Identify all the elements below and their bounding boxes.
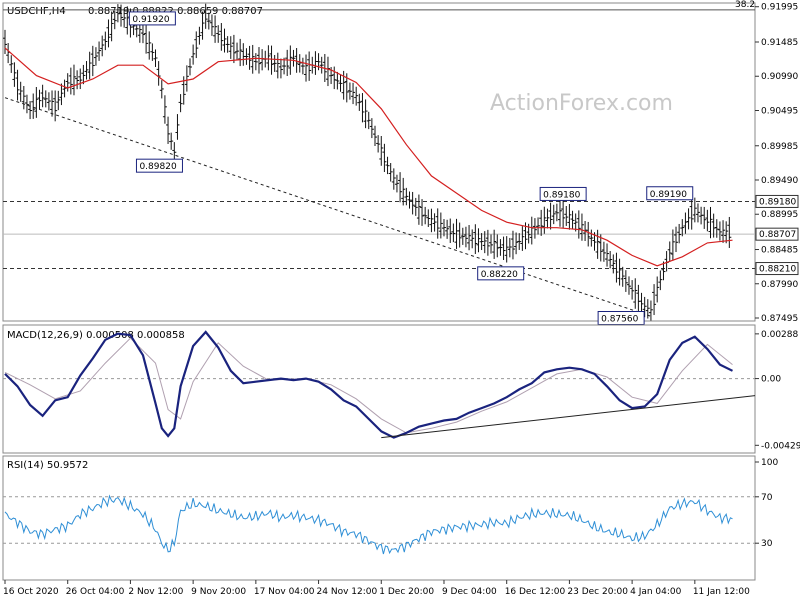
macd-series bbox=[3, 330, 756, 439]
price-annotation-label: 0.89180 bbox=[543, 190, 580, 200]
price-y-tick-label: 0.87990 bbox=[761, 280, 798, 290]
price-y-tick-label: 0.88485 bbox=[761, 246, 798, 256]
time-tick-label: 17 Nov 04:00 bbox=[254, 587, 315, 597]
price-y-tick-label: 0.89985 bbox=[761, 142, 798, 152]
price-annotation-label: 0.89820 bbox=[139, 162, 176, 172]
moving-average-line bbox=[4, 47, 733, 267]
price-panel: ActionForex.com USDCHF,H4 0.88719 0.8882… bbox=[2, 0, 799, 326]
watermark: ActionForex.com bbox=[490, 91, 673, 116]
price-y-tick-label: 0.88995 bbox=[761, 210, 798, 220]
time-tick-label: 26 Oct 04:00 bbox=[66, 587, 125, 597]
macd-y-tick-label: 0.00288 bbox=[761, 330, 798, 340]
time-tick-label: 16 Dec 12:00 bbox=[505, 587, 566, 597]
price-annotation-box bbox=[135, 158, 183, 173]
price-y-tick-label: 0.91995 bbox=[761, 3, 798, 13]
price-annotation-box bbox=[128, 11, 176, 26]
rsi-y-tick-label: 100 bbox=[761, 458, 778, 468]
time-axis: 16 Oct 2020 26 Oct 04:00 2 Nov 12:00 9 Nov … bbox=[3, 580, 750, 597]
level-price-tag bbox=[755, 194, 799, 208]
macd-title: MACD(12,26,9) 0.000508 0.000858 bbox=[7, 330, 185, 341]
level-price-tag-label: 0.88210 bbox=[759, 265, 796, 275]
level-price-tag-label: 0.89180 bbox=[759, 197, 796, 207]
time-tick-label: 11 Jan 12:00 bbox=[693, 587, 750, 597]
price-y-tick-label: 0.90495 bbox=[761, 106, 798, 116]
macd-signal-line bbox=[4, 337, 733, 434]
price-panel-frame bbox=[2, 2, 756, 322]
price-y-tick-label: 0.91485 bbox=[761, 38, 798, 48]
macd-panel: MACD(12,26,9) 0.000508 0.000858 0.002880… bbox=[2, 324, 800, 454]
price-annotation-label: 0.88220 bbox=[481, 270, 518, 280]
rsi-y-tick-label: 30 bbox=[761, 539, 773, 549]
time-tick-label: 16 Oct 2020 bbox=[3, 587, 59, 597]
macd-trendline bbox=[381, 395, 756, 439]
price-y-tick-label: 0.87495 bbox=[761, 314, 798, 324]
rsi-line bbox=[4, 494, 733, 555]
last-price-tag bbox=[755, 227, 799, 241]
price-annotation-box bbox=[477, 266, 525, 281]
fib-label: 38.2 bbox=[735, 0, 755, 10]
price-y-tick-label: 0.89490 bbox=[761, 176, 798, 186]
time-tick-label: 4 Jan 04:00 bbox=[630, 587, 682, 597]
price-annotation-box bbox=[646, 186, 694, 201]
time-tick-label: 2 Nov 12:00 bbox=[128, 587, 183, 597]
price-series bbox=[3, 3, 733, 321]
level-price-tag bbox=[755, 262, 799, 276]
price-annotation-label: 0.91920 bbox=[132, 15, 169, 25]
rsi-title: RSI(14) 50.9572 bbox=[7, 460, 88, 471]
price-chart-title: USDCHF,H4 bbox=[7, 6, 66, 17]
rsi-y-axis: 100 70 30 bbox=[755, 458, 778, 549]
price-annotations: 0.91920 0.89820 0.89180 0.88220 0.89190 0.875… bbox=[128, 11, 694, 326]
time-tick-label: 24 Nov 12:00 bbox=[317, 587, 378, 597]
rsi-panel: RSI(14) 50.9572 100 70 30 bbox=[2, 455, 778, 581]
price-level-lines: 38.2 bbox=[3, 0, 755, 317]
time-tick-label: 23 Dec 20:00 bbox=[567, 587, 628, 597]
macd-y-axis: 0.00288 0.00 -0.004298 bbox=[755, 330, 800, 451]
price-annotation-label: 0.87560 bbox=[601, 315, 638, 325]
macd-line bbox=[4, 330, 733, 439]
rsi-series bbox=[3, 494, 755, 555]
time-tick-label: 9 Nov 20:00 bbox=[191, 587, 246, 597]
price-annotation-label: 0.89190 bbox=[650, 190, 687, 200]
price-y-axis: 0.91995 0.91485 0.90990 0.90495 0.89985 0.894… bbox=[755, 3, 799, 324]
rsi-panel-frame bbox=[2, 455, 756, 581]
macd-panel-frame bbox=[2, 324, 756, 454]
last-price-tag-label: 0.88707 bbox=[759, 230, 796, 240]
price-y-tick-label: 0.90990 bbox=[761, 72, 798, 82]
macd-y-tick-label: -0.004298 bbox=[761, 441, 800, 451]
macd-y-tick-label: 0.00 bbox=[761, 375, 781, 385]
time-tick-label: 9 Dec 04:00 bbox=[442, 587, 497, 597]
price-annotation-box bbox=[539, 186, 587, 201]
time-tick-label: 1 Dec 20:00 bbox=[379, 587, 434, 597]
rsi-y-tick-label: 70 bbox=[761, 493, 773, 503]
